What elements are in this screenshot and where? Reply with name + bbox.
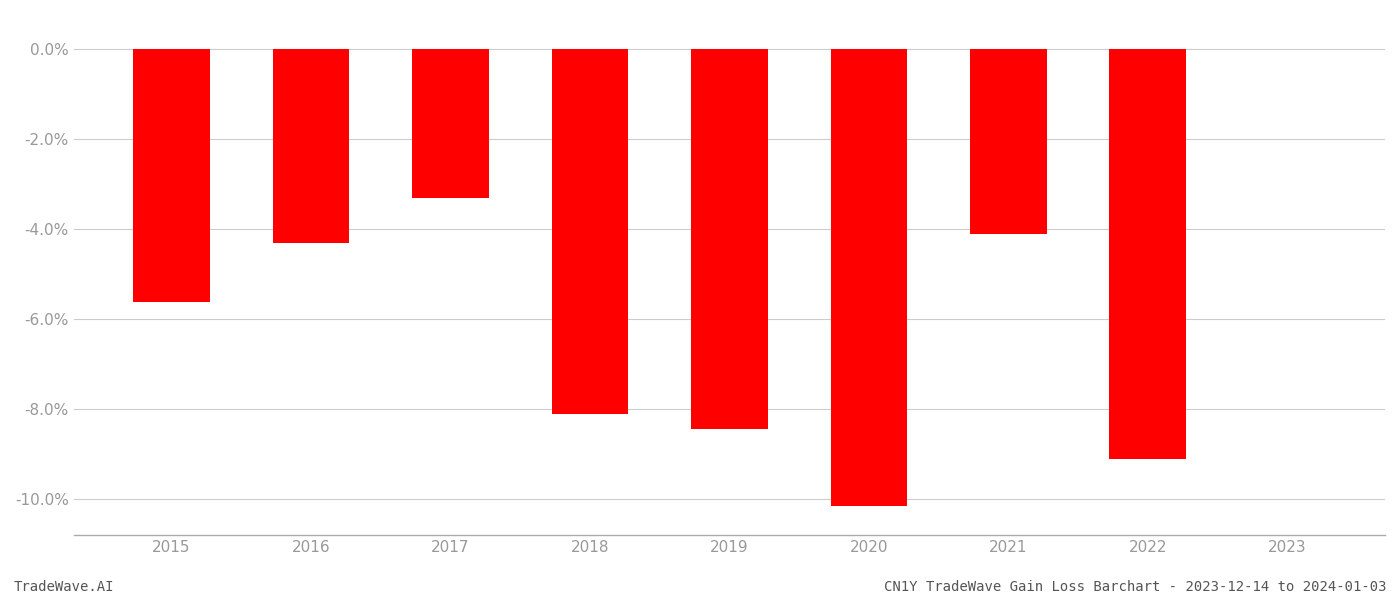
Bar [552, 49, 629, 414]
Bar [830, 49, 907, 506]
Bar [1109, 49, 1186, 458]
Bar [133, 49, 210, 302]
Text: TradeWave.AI: TradeWave.AI [14, 580, 115, 594]
Bar [692, 49, 767, 430]
Bar [970, 49, 1047, 234]
Text: CN1Y TradeWave Gain Loss Barchart - 2023-12-14 to 2024-01-03: CN1Y TradeWave Gain Loss Barchart - 2023… [883, 580, 1386, 594]
Bar [273, 49, 349, 243]
Bar [412, 49, 489, 198]
